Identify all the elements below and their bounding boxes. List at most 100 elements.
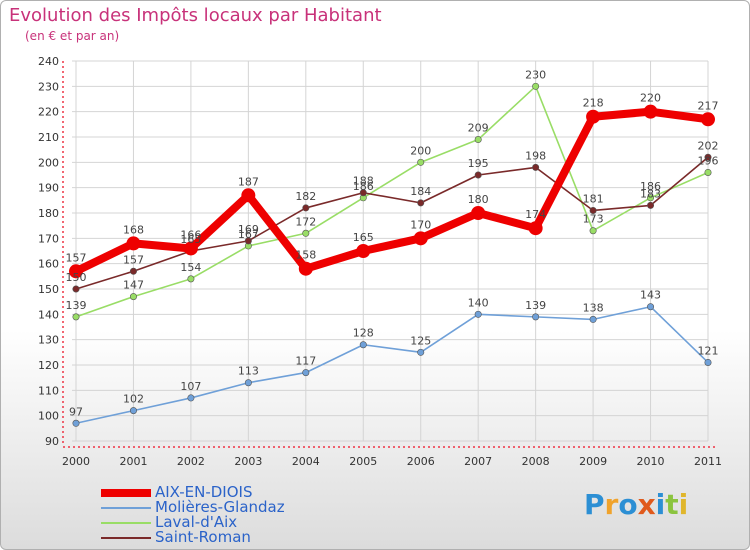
data-label: 138 bbox=[583, 301, 604, 314]
data-label: 166 bbox=[180, 228, 201, 241]
data-label: 113 bbox=[238, 365, 259, 378]
data-label: 217 bbox=[698, 99, 719, 112]
data-point bbox=[643, 104, 658, 119]
data-point bbox=[413, 231, 428, 246]
data-label: 121 bbox=[698, 344, 719, 357]
data-label: 169 bbox=[238, 223, 259, 236]
data-label: 117 bbox=[295, 355, 316, 368]
logo-letter: i bbox=[678, 488, 689, 521]
y-tick-label: 110 bbox=[38, 384, 59, 397]
legend-label-laval: Laval-d'Aix bbox=[155, 513, 238, 531]
data-label: 183 bbox=[640, 187, 661, 200]
data-label: 102 bbox=[123, 393, 144, 406]
legend-label-saint-roman: Saint-Roman bbox=[155, 528, 251, 546]
data-point bbox=[417, 199, 425, 207]
x-tick-label: 2010 bbox=[637, 455, 665, 468]
data-point bbox=[532, 313, 540, 321]
chart-title: Evolution des Impôts locaux par Habitant bbox=[9, 5, 382, 26]
y-tick-label: 100 bbox=[38, 410, 59, 423]
data-point bbox=[359, 189, 367, 197]
data-point bbox=[187, 394, 195, 402]
data-point bbox=[129, 267, 137, 275]
x-tick-label: 2000 bbox=[62, 455, 90, 468]
data-label: 173 bbox=[583, 213, 604, 226]
data-label: 202 bbox=[698, 139, 719, 152]
data-point bbox=[72, 419, 80, 427]
data-point bbox=[129, 407, 137, 415]
y-tick-label: 180 bbox=[38, 207, 59, 220]
legend-swatch-laval bbox=[101, 522, 151, 524]
data-point bbox=[244, 237, 252, 245]
legend: AIX-EN-DIOIS Molières-Glandaz Laval-d'Ai… bbox=[101, 483, 401, 546]
data-point bbox=[704, 358, 712, 366]
data-label: 128 bbox=[353, 327, 374, 340]
chart-subtitle: (en € et par an) bbox=[25, 29, 120, 43]
y-tick-label: 150 bbox=[38, 283, 59, 296]
data-point bbox=[532, 163, 540, 171]
data-label: 186 bbox=[353, 180, 374, 193]
data-point bbox=[647, 201, 655, 209]
x-tick-label: 2006 bbox=[407, 455, 435, 468]
data-label: 139 bbox=[525, 299, 546, 312]
data-label: 187 bbox=[238, 175, 259, 188]
data-point bbox=[126, 236, 141, 251]
data-point bbox=[302, 229, 310, 237]
y-tick-label: 170 bbox=[38, 232, 59, 245]
logo-letter: x bbox=[637, 488, 656, 521]
proxiti-logo: Proxiti bbox=[584, 488, 688, 521]
x-tick-label: 2003 bbox=[234, 455, 262, 468]
data-label: 125 bbox=[410, 334, 431, 347]
data-point bbox=[129, 293, 137, 301]
data-label: 196 bbox=[698, 154, 719, 167]
data-label: 230 bbox=[525, 68, 546, 81]
legend-swatch-saint-roman bbox=[101, 537, 151, 539]
data-label: 195 bbox=[468, 157, 489, 170]
x-tick-label: 2007 bbox=[464, 455, 492, 468]
legend-item-laval: Laval-d'Aix bbox=[101, 513, 401, 531]
data-point bbox=[704, 168, 712, 176]
data-label: 209 bbox=[468, 122, 489, 135]
logo-letter: i bbox=[655, 488, 666, 521]
legend-item-saint-roman: Saint-Roman bbox=[101, 528, 401, 546]
data-label: 218 bbox=[583, 97, 604, 110]
data-point bbox=[474, 171, 482, 179]
data-point bbox=[589, 227, 597, 235]
data-point bbox=[647, 303, 655, 311]
x-tick-label: 2011 bbox=[694, 455, 722, 468]
data-label: 107 bbox=[180, 380, 201, 393]
logo-letter: P bbox=[584, 488, 605, 521]
y-tick-label: 240 bbox=[38, 55, 59, 68]
logo-letter: o bbox=[618, 488, 638, 521]
data-label: 182 bbox=[295, 190, 316, 203]
data-point bbox=[183, 241, 198, 256]
data-point bbox=[701, 112, 715, 127]
data-label: 154 bbox=[180, 261, 201, 274]
data-point bbox=[474, 310, 482, 318]
data-point bbox=[187, 275, 195, 283]
y-tick-label: 140 bbox=[38, 308, 59, 321]
data-label: 174 bbox=[525, 208, 546, 221]
data-point bbox=[528, 221, 543, 236]
y-tick-label: 200 bbox=[38, 156, 59, 169]
data-label: 147 bbox=[123, 279, 144, 292]
y-tick-label: 120 bbox=[38, 359, 59, 372]
data-point bbox=[72, 285, 80, 293]
data-label: 139 bbox=[66, 299, 87, 312]
data-label: 200 bbox=[410, 144, 431, 157]
data-point bbox=[532, 82, 540, 90]
data-label: 97 bbox=[69, 405, 83, 418]
data-point bbox=[586, 109, 601, 124]
data-label: 184 bbox=[410, 185, 431, 198]
data-label: 170 bbox=[410, 218, 431, 231]
data-label: 157 bbox=[66, 251, 87, 264]
data-label: 168 bbox=[123, 223, 144, 236]
data-label: 157 bbox=[123, 253, 144, 266]
series-line-1 bbox=[75, 305, 709, 425]
data-label: 188 bbox=[353, 175, 374, 188]
data-label: 198 bbox=[525, 149, 546, 162]
data-point bbox=[589, 315, 597, 323]
data-label: 140 bbox=[468, 296, 489, 309]
data-point bbox=[302, 204, 310, 212]
